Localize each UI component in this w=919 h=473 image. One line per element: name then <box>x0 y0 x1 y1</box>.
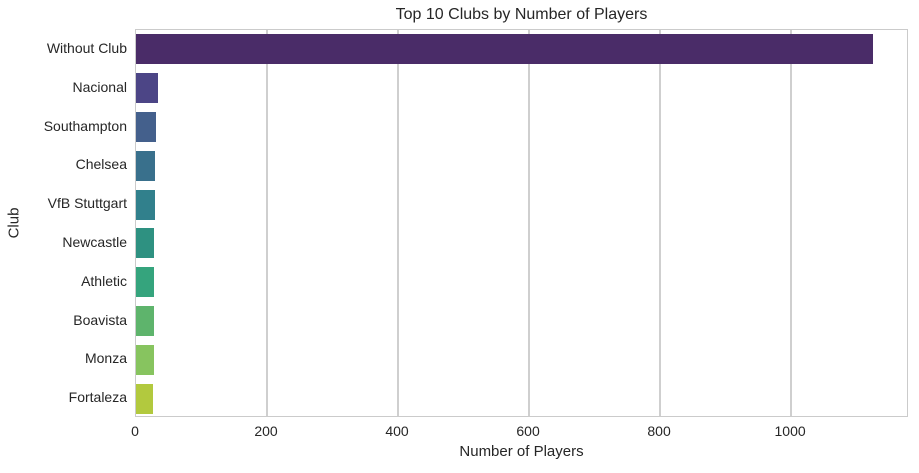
chart-title: Top 10 Clubs by Number of Players <box>395 6 648 23</box>
bar-monza <box>136 344 154 375</box>
y-tick-label-chelsea: Chelsea <box>75 156 127 173</box>
y-tick-label-boavista: Boavista <box>73 311 127 328</box>
y-tick-label-vfb-stuttgart: VfB Stuttgart <box>47 195 127 212</box>
grid-line-x800 <box>659 30 661 416</box>
bar-southampton <box>136 112 156 142</box>
y-tick-label-newcastle: Newcastle <box>62 233 127 250</box>
x-tick-label-600: 600 <box>516 423 540 439</box>
bar-newcastle <box>136 228 155 259</box>
bar-vfb-stuttgart <box>136 189 155 220</box>
grid-line-x200 <box>266 30 268 416</box>
x-tick-label-400: 400 <box>385 423 409 439</box>
bar-fortaleza <box>136 383 154 414</box>
y-tick-label-monza: Monza <box>84 350 127 367</box>
grid-line-x1000 <box>790 30 792 416</box>
y-tick-label-southampton: Southampton <box>43 117 127 134</box>
y-tick-label-nacional: Nacional <box>72 78 127 95</box>
y-tick-label-without-club: Without Club <box>46 39 127 56</box>
grid-line-x400 <box>397 30 399 416</box>
grid-line-x600 <box>528 30 530 416</box>
bar-without-club <box>136 34 873 65</box>
x-tick-label-1000: 1000 <box>774 423 806 439</box>
bar-chelsea <box>136 150 155 181</box>
bar-athletic <box>136 267 155 298</box>
y-tick-label-fortaleza: Fortaleza <box>68 389 127 406</box>
plot-area <box>135 29 908 417</box>
bar-nacional <box>136 73 158 104</box>
x-tick-label-800: 800 <box>647 423 671 439</box>
x-axis-title: Number of Players <box>459 443 584 460</box>
y-tick-label-athletic: Athletic <box>81 272 127 289</box>
bar-boavista <box>136 306 154 336</box>
x-tick-label-0: 0 <box>131 423 139 439</box>
x-tick-label-200: 200 <box>254 423 278 439</box>
